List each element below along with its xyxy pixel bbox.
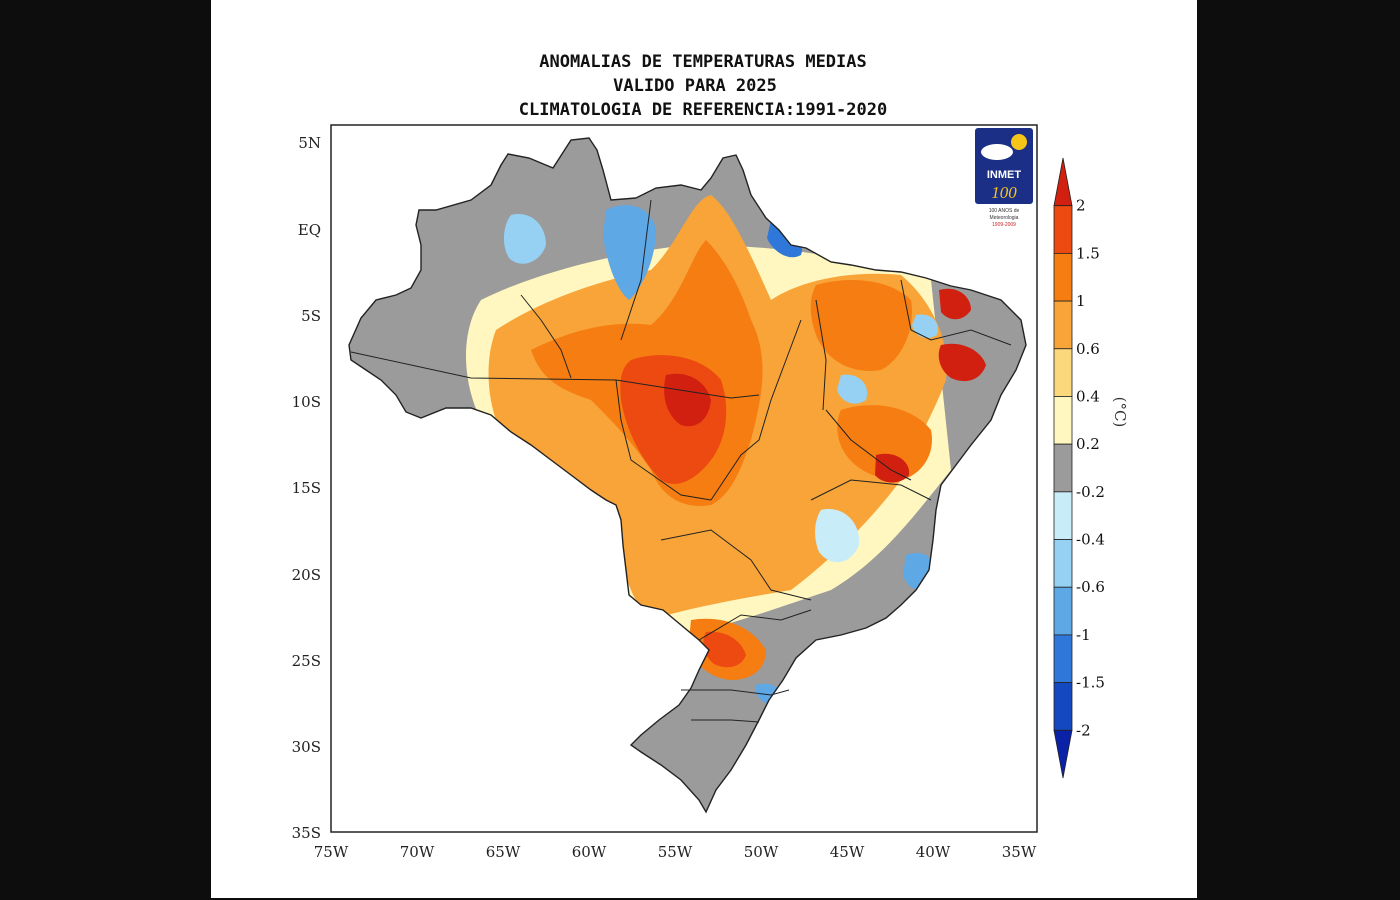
colorbar-level-label: -2 (1076, 721, 1091, 739)
colorbar-level-label: -0.2 (1076, 483, 1105, 501)
colorbar-bin (1053, 396, 1073, 445)
colorbar: 2 1.5 1 0.6 0.4 0.2 -0.2 -0.4 -0.6 -1 -1.5 -2 (1053, 157, 1105, 779)
lon-tick-label: 55W (658, 843, 693, 861)
state-border (815, 299, 827, 411)
state-border (660, 529, 812, 601)
anomaly-region (664, 373, 711, 427)
colorbar-bin (1053, 586, 1073, 636)
colorbar-bin (1053, 205, 1073, 254)
colorbar-level-label: -0.4 (1076, 531, 1105, 549)
lat-tick-label: 10S (292, 393, 321, 411)
logo-caption: 1909-2009 (992, 222, 1016, 228)
anomaly-region (912, 314, 938, 339)
lat-tick-label: EQ (298, 221, 321, 239)
colorbar-bin (1053, 443, 1073, 493)
colorbar-bin (1053, 157, 1073, 207)
colorbar-level-label: 0.2 (1076, 435, 1100, 453)
lat-tick-label: 20S (292, 566, 321, 584)
lon-tick-label: 45W (830, 843, 865, 861)
colorbar-level-label: -0.6 (1076, 578, 1105, 596)
colorbar-level-label: -1.5 (1076, 674, 1105, 692)
colorbar-bin (1053, 491, 1073, 540)
lon-tick-label: 35W (1002, 843, 1037, 861)
latitude-axis: 5N EQ 5S 10S 15S 20S 25S 30S 35S (292, 134, 321, 842)
anomaly-region (810, 280, 912, 371)
state-border (691, 719, 760, 723)
title-line-2: VALIDO PARA 2025 (613, 76, 777, 96)
colorbar-level-label: 0.4 (1076, 387, 1100, 405)
sun-icon (1011, 134, 1027, 150)
inmet-logo: INMET 100 100 ANOS de Meteorologia 1909-… (975, 128, 1033, 228)
lat-tick-label: 5N (298, 134, 321, 152)
figure-panel: ANOMALIAS DE TEMPERATURAS MEDIAS VALIDO … (211, 0, 1197, 898)
anomaly-region (603, 205, 656, 300)
title-line-1: ANOMALIAS DE TEMPERATURAS MEDIAS (539, 52, 867, 72)
colorbar-bin (1053, 634, 1073, 684)
anomaly-region (815, 509, 860, 563)
state-border (900, 279, 1012, 346)
logo-caption: Meteorologia (990, 215, 1019, 221)
colorbar-bin (1053, 300, 1073, 350)
state-border (710, 319, 802, 501)
state-border (698, 609, 812, 641)
logo-caption: 100 ANOS de (989, 208, 1020, 214)
state-borders (350, 199, 1012, 723)
title-line-3: CLIMATOLOGIA DE REFERENCIA:1991-2020 (519, 100, 887, 120)
lon-tick-label: 50W (744, 843, 779, 861)
colorbar-level-label: 0.6 (1076, 340, 1100, 358)
anomaly-region (938, 343, 986, 382)
state-border (615, 379, 712, 501)
lat-tick-label: 5S (301, 307, 321, 325)
colorbar-level-label: 1.5 (1076, 244, 1100, 262)
colorbar-level-label: 1 (1076, 292, 1086, 310)
lat-tick-label: 15S (292, 479, 321, 497)
map-title: ANOMALIAS DE TEMPERATURAS MEDIAS VALIDO … (519, 52, 887, 120)
colorbar-bin (1053, 682, 1073, 731)
colorbar-bin (1053, 252, 1073, 302)
lon-tick-label: 75W (314, 843, 349, 861)
lat-tick-label: 30S (292, 738, 321, 756)
colorbar-bin (1053, 539, 1073, 588)
anomaly-region (767, 220, 802, 258)
anomaly-region (837, 405, 932, 480)
longitude-axis: 75W 70W 65W 60W 55W 50W 45W 40W 35W (314, 843, 1037, 861)
anomaly-region (703, 631, 746, 668)
lat-tick-label: 35S (292, 824, 321, 842)
colorbar-bin (1053, 729, 1073, 779)
anomaly-region (503, 214, 546, 264)
state-border (620, 199, 652, 341)
colorbar-level-label: 2 (1076, 197, 1086, 215)
colorbar-level-label: -1 (1076, 626, 1091, 644)
state-border (810, 479, 932, 501)
colorbar-unit: (°C) (1111, 397, 1129, 428)
logo-number: 100 (991, 183, 1017, 202)
lon-tick-label: 70W (400, 843, 435, 861)
state-border (825, 409, 912, 481)
anomaly-region (939, 288, 971, 320)
colorbar-bin (1053, 348, 1073, 397)
lon-tick-label: 40W (916, 843, 951, 861)
lon-tick-label: 60W (572, 843, 607, 861)
logo-name: INMET (987, 169, 1022, 181)
state-border (681, 689, 790, 696)
anomaly-map: ANOMALIAS DE TEMPERATURAS MEDIAS VALIDO … (292, 52, 1129, 861)
lon-tick-label: 65W (486, 843, 521, 861)
anomaly-region (837, 374, 868, 404)
cloud-icon (981, 144, 1013, 160)
lat-tick-label: 25S (292, 652, 321, 670)
state-border (520, 294, 572, 379)
